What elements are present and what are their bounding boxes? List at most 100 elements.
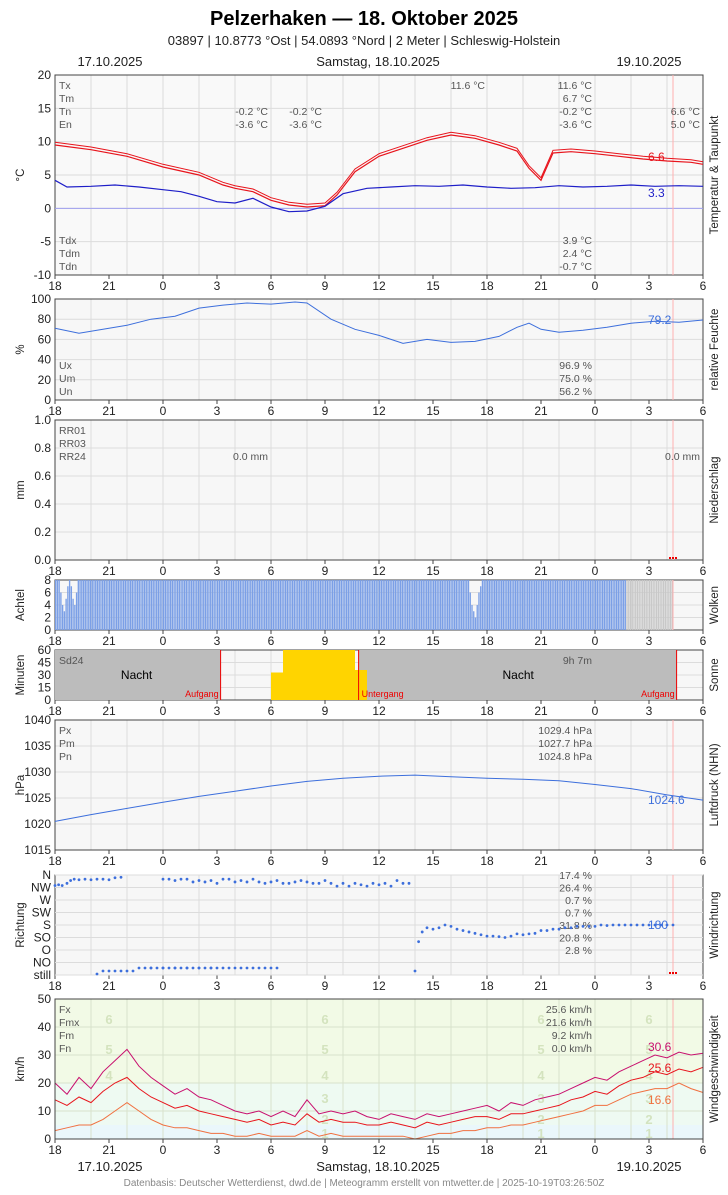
sunshine-x-tick: 12 xyxy=(372,704,386,718)
humidity-x-tick: 21 xyxy=(534,404,548,418)
cloud-bar xyxy=(100,580,102,630)
winddir-point xyxy=(497,935,501,939)
humidity-x-tick: 15 xyxy=(426,404,440,418)
temp-stat: -3.6 °C xyxy=(289,119,322,131)
cloud-bar xyxy=(223,580,226,630)
wind_speed-y-tick: 40 xyxy=(38,1020,52,1034)
cloud-bar xyxy=(229,580,231,630)
humidity-last-value: 79.2 xyxy=(648,313,672,327)
cloud-bar xyxy=(189,580,191,630)
pressure-y-label: hPa xyxy=(15,774,27,795)
winddir-point xyxy=(209,879,213,882)
winddir-point xyxy=(299,879,303,882)
winddir-point xyxy=(641,923,645,927)
cloud-bar xyxy=(629,580,632,630)
cloud-bar xyxy=(236,580,238,630)
winddir-point xyxy=(479,933,483,937)
cloud-bar xyxy=(662,580,665,630)
clouds-x-tick: 3 xyxy=(646,634,653,648)
humidity-stat: 56.2 % xyxy=(559,386,592,398)
winddir-point xyxy=(371,881,375,885)
winddir-point xyxy=(420,930,424,934)
cloud-bar xyxy=(534,580,536,630)
cloud-bar xyxy=(98,580,100,630)
winddir-point xyxy=(671,923,675,927)
clouds-x-tick: 12 xyxy=(372,634,386,648)
humidity-x-tick: 0 xyxy=(592,404,599,418)
humidity-x-tick: 6 xyxy=(700,404,707,418)
cloud-bar xyxy=(112,580,114,630)
humidity-x-tick: 18 xyxy=(48,404,62,418)
cloud-bar xyxy=(603,580,606,630)
cloud-bar xyxy=(344,580,346,630)
beaufort-label: 3 xyxy=(321,1091,328,1106)
winddir-point xyxy=(341,881,345,885)
wind_direction-x-tick: 21 xyxy=(102,979,116,993)
winddir-point xyxy=(275,966,279,970)
beaufort-label: 6 xyxy=(645,1012,652,1027)
pressure-stat-label: Pn xyxy=(59,751,72,763)
cloud-bar xyxy=(143,580,146,630)
pressure-y-tick: 1040 xyxy=(24,713,51,727)
winddir-point xyxy=(101,969,105,973)
cloud-bar xyxy=(305,580,308,630)
winddir-point xyxy=(95,877,99,881)
date-left-top: 17.10.2025 xyxy=(77,54,142,69)
beaufort-label: 5 xyxy=(537,1042,544,1057)
cloud-bar xyxy=(643,580,646,630)
cloud-bar xyxy=(316,580,318,630)
winddir-point xyxy=(323,879,327,882)
dew-stat: 2.4 °C xyxy=(563,248,593,260)
humidity-y-label: % xyxy=(15,344,27,354)
cloud-bar xyxy=(70,586,73,630)
cloud-bar xyxy=(260,580,262,630)
cloud-bar xyxy=(542,580,545,630)
cloud-bar xyxy=(206,580,208,630)
cloud-bar xyxy=(258,580,261,630)
sun-bar xyxy=(307,650,319,700)
date-right-top: 19.10.2025 xyxy=(616,54,681,69)
wind_speed-x-tick: 9 xyxy=(322,1143,329,1157)
humidity-y-tick: 80 xyxy=(38,312,52,326)
cloud-bar xyxy=(347,580,349,630)
winddir-point xyxy=(417,940,420,944)
cloud-bar xyxy=(635,580,637,630)
cloud-bar xyxy=(554,580,557,630)
cloud-bar xyxy=(476,605,478,630)
pressure-stat-label: Pm xyxy=(59,738,75,750)
temp-stat: 6.7 °C xyxy=(563,93,593,105)
cloud-bar xyxy=(492,580,494,630)
winddir-point xyxy=(107,878,111,882)
cloud-bar xyxy=(553,580,555,630)
winddir-point xyxy=(425,926,429,930)
wind_speed-x-tick: 18 xyxy=(48,1143,62,1157)
cloud-bar xyxy=(509,580,511,630)
cloud-bar xyxy=(504,580,506,630)
cloud-bar xyxy=(185,580,187,630)
winddir-point xyxy=(587,924,591,928)
pressure-line xyxy=(54,774,704,822)
cloud-bar xyxy=(178,580,181,630)
cloud-bar xyxy=(319,580,322,630)
winddir-point xyxy=(239,879,243,882)
cloud-bar xyxy=(183,580,186,630)
beaufort-label: 5 xyxy=(105,1042,112,1057)
temp-line xyxy=(54,134,704,208)
cloud-bar xyxy=(349,580,351,630)
cloud-bar xyxy=(608,580,611,630)
cloud-bar xyxy=(318,580,320,630)
wind-stat: 25.6 km/h xyxy=(546,1004,592,1016)
temperature-x-tick: 6 xyxy=(700,279,707,293)
pressure-stat: 1029.4 hPa xyxy=(538,725,592,737)
wind_speed-x-tick: 12 xyxy=(372,1143,386,1157)
cloud-bar xyxy=(312,580,315,630)
humidity-x-tick: 0 xyxy=(160,404,167,418)
cloud-bar xyxy=(140,580,142,630)
temp-line-upper xyxy=(54,131,704,205)
pressure-x-tick: 21 xyxy=(534,854,548,868)
cloud-bar xyxy=(445,580,447,630)
sunset-label: Untergang xyxy=(362,689,404,699)
cloud-bar xyxy=(201,580,203,630)
